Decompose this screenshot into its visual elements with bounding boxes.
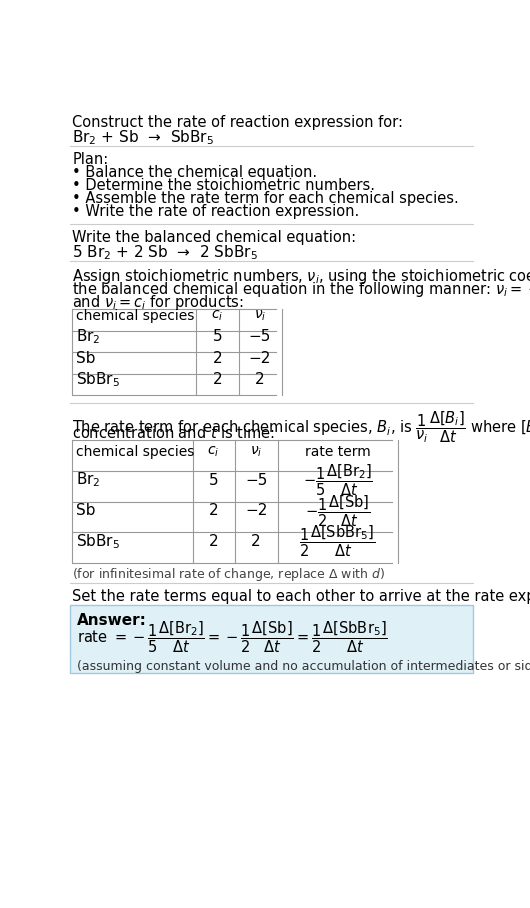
Text: −2: −2: [249, 350, 271, 366]
Text: Plan:: Plan:: [73, 152, 109, 167]
FancyBboxPatch shape: [70, 605, 473, 673]
Text: $c_i$: $c_i$: [211, 309, 224, 323]
Text: • Balance the chemical equation.: • Balance the chemical equation.: [73, 165, 317, 180]
Text: −2: −2: [245, 503, 267, 518]
Text: Construct the rate of reaction expression for:: Construct the rate of reaction expressio…: [73, 115, 403, 130]
Text: rate $= -\dfrac{1}{5}\dfrac{\Delta[\mathrm{Br_2}]}{\Delta t} = -\dfrac{1}{2}\dfr: rate $= -\dfrac{1}{5}\dfrac{\Delta[\math…: [77, 619, 388, 655]
Text: rate term: rate term: [305, 445, 370, 459]
Text: Sb: Sb: [76, 350, 96, 366]
Text: chemical species: chemical species: [76, 309, 195, 323]
Text: SbBr$_5$: SbBr$_5$: [76, 370, 120, 390]
Text: Sb: Sb: [76, 503, 96, 518]
Text: 5: 5: [213, 330, 222, 344]
Text: chemical species: chemical species: [76, 445, 195, 459]
Text: −5: −5: [245, 472, 267, 488]
Text: $c_i$: $c_i$: [207, 444, 219, 459]
Text: Br$_2$: Br$_2$: [76, 470, 101, 489]
Text: • Determine the stoichiometric numbers.: • Determine the stoichiometric numbers.: [73, 178, 375, 193]
Text: −5: −5: [249, 330, 271, 344]
Text: concentration and $t$ is time:: concentration and $t$ is time:: [73, 426, 276, 441]
Text: 2: 2: [209, 534, 218, 549]
Text: 5 Br$_2$ + 2 Sb  →  2 SbBr$_5$: 5 Br$_2$ + 2 Sb → 2 SbBr$_5$: [73, 243, 258, 262]
Text: 2: 2: [255, 372, 265, 388]
Text: $-\dfrac{1}{5}\dfrac{\Delta[\mathrm{Br}_2]}{\Delta t}$: $-\dfrac{1}{5}\dfrac{\Delta[\mathrm{Br}_…: [303, 462, 373, 498]
Text: 2: 2: [251, 534, 261, 549]
Text: Assign stoichiometric numbers, $\nu_i$, using the stoichiometric coefficients, $: Assign stoichiometric numbers, $\nu_i$, …: [73, 267, 530, 286]
Text: 2: 2: [213, 350, 222, 366]
Text: The rate term for each chemical species, $B_i$, is $\dfrac{1}{\nu_i}\dfrac{\Delt: The rate term for each chemical species,…: [73, 410, 530, 445]
Text: $-\dfrac{1}{2}\dfrac{\Delta[\mathrm{Sb}]}{\Delta t}$: $-\dfrac{1}{2}\dfrac{\Delta[\mathrm{Sb}]…: [305, 493, 370, 528]
Text: 2: 2: [209, 503, 218, 518]
Text: (assuming constant volume and no accumulation of intermediates or side products): (assuming constant volume and no accumul…: [77, 660, 530, 673]
Text: SbBr$_5$: SbBr$_5$: [76, 532, 120, 551]
Text: $\dfrac{1}{2}\dfrac{\Delta[\mathrm{SbBr}_5]}{\Delta t}$: $\dfrac{1}{2}\dfrac{\Delta[\mathrm{SbBr}…: [299, 524, 376, 559]
Text: the balanced chemical equation in the following manner: $\nu_i = -c_i$ for react: the balanced chemical equation in the fo…: [73, 280, 530, 299]
Text: and $\nu_i = c_i$ for products:: and $\nu_i = c_i$ for products:: [73, 293, 244, 312]
Text: Br$_2$ + Sb  →  SbBr$_5$: Br$_2$ + Sb → SbBr$_5$: [73, 128, 215, 147]
Text: 2: 2: [213, 372, 222, 388]
Text: (for infinitesimal rate of change, replace Δ with $d$): (for infinitesimal rate of change, repla…: [73, 567, 385, 583]
Text: 5: 5: [209, 472, 218, 488]
Text: Write the balanced chemical equation:: Write the balanced chemical equation:: [73, 230, 357, 245]
Text: • Assemble the rate term for each chemical species.: • Assemble the rate term for each chemic…: [73, 192, 459, 206]
Text: Set the rate terms equal to each other to arrive at the rate expression:: Set the rate terms equal to each other t…: [73, 588, 530, 604]
Text: Answer:: Answer:: [77, 613, 147, 627]
Text: $\nu_i$: $\nu_i$: [250, 444, 262, 459]
Text: Br$_2$: Br$_2$: [76, 328, 101, 346]
Text: $\nu_i$: $\nu_i$: [254, 309, 266, 323]
Text: • Write the rate of reaction expression.: • Write the rate of reaction expression.: [73, 204, 360, 220]
